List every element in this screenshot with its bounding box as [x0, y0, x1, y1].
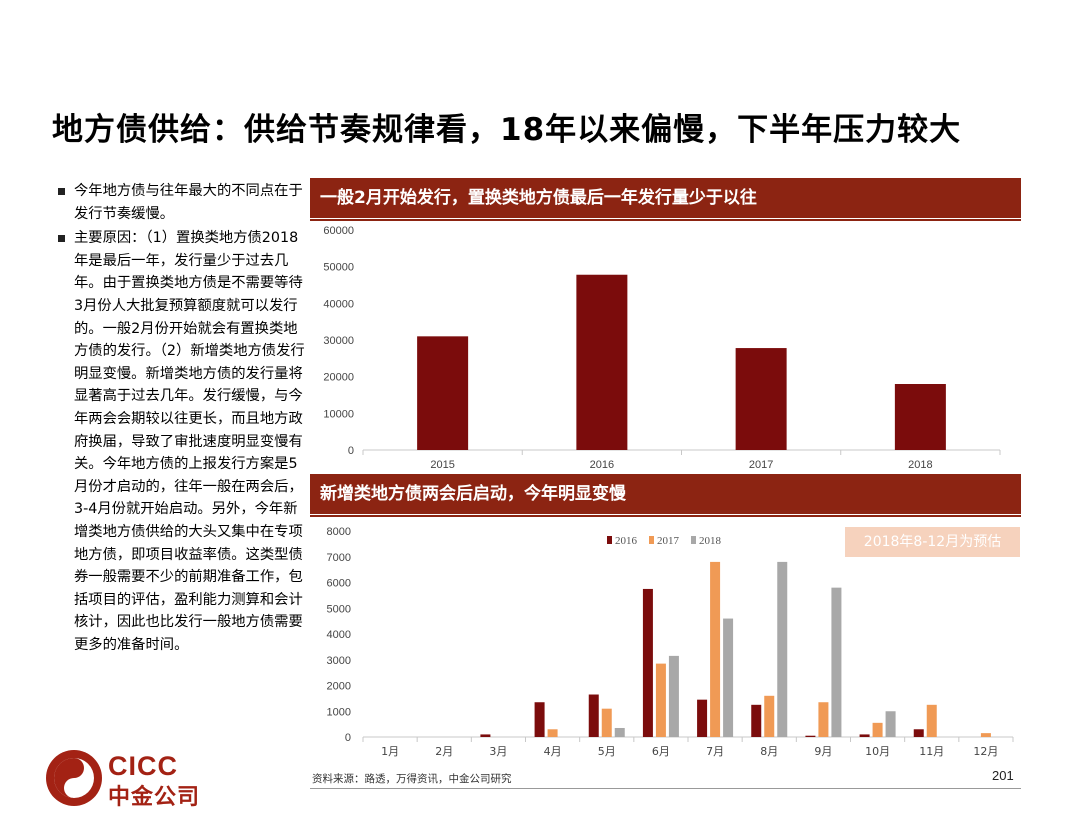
x-tick-label: 2016: [590, 459, 614, 471]
bar-2017: [735, 348, 787, 450]
bar-2016-4: [534, 702, 545, 737]
bar-2016-6: [642, 588, 653, 737]
y-tick-label: 7000: [327, 552, 351, 564]
bar-2016-11: [913, 729, 924, 737]
x-tick-label: 3月: [489, 745, 507, 758]
x-tick-label: 9月: [814, 745, 832, 758]
y-tick-label: 5000: [327, 603, 351, 615]
bar-2018-10: [885, 711, 896, 737]
bar-2017-6: [655, 663, 666, 737]
bar-2016-3: [480, 734, 491, 737]
x-tick-label: 5月: [598, 745, 616, 758]
y-tick-label: 3000: [327, 655, 351, 667]
bar-2017-10: [872, 722, 883, 737]
bar-2016-5: [588, 694, 599, 737]
footer-divider: [310, 788, 1021, 789]
bullet-list: 今年地方债与往年最大的不同点在于发行节奏缓慢。 主要原因：（1）置换类地方债20…: [56, 180, 306, 658]
y-tick-label: 6000: [327, 578, 351, 590]
x-tick-label: 2月: [435, 745, 453, 758]
x-tick-label: 2018: [908, 459, 932, 471]
x-tick-label: 4月: [544, 745, 562, 758]
y-tick-label: 30000: [323, 335, 354, 347]
bar-2017-7: [710, 561, 721, 737]
bullet-item-1: 今年地方债与往年最大的不同点在于发行节奏缓慢。: [56, 180, 306, 225]
bar-2017-4: [547, 729, 558, 737]
bar-2016-10: [859, 734, 870, 737]
x-tick-label: 2017: [749, 459, 773, 471]
cicc-logo-icon: [46, 750, 102, 806]
y-tick-label: 8000: [327, 526, 351, 538]
logo-text-cn: 中金公司: [108, 785, 201, 810]
bar-2016-7: [697, 699, 708, 737]
bar-2017-5: [601, 708, 612, 737]
bar-2017-12: [980, 733, 991, 737]
y-tick-label: 0: [348, 445, 354, 457]
x-tick-label: 11月: [919, 745, 944, 758]
bar-2018-9: [831, 587, 842, 737]
y-tick-label: 0: [345, 732, 351, 744]
logo-text-en: CICC: [108, 751, 178, 781]
legend-label-2018: 2018: [699, 535, 722, 547]
x-tick-label: 12月: [973, 745, 998, 758]
bar-2015: [417, 336, 469, 450]
x-tick-label: 8月: [760, 745, 778, 758]
bar-2018-8: [777, 561, 788, 737]
bar-2017-11: [926, 704, 937, 737]
x-tick-label: 1月: [381, 745, 399, 758]
x-tick-label: 7月: [706, 745, 724, 758]
page-title: 地方债供给：供给节奏规律看，18年以来偏慢，下半年压力较大: [52, 112, 962, 148]
legend-label-2016: 2016: [615, 535, 638, 547]
legend-swatch-2018: [691, 536, 696, 544]
y-tick-label: 10000: [323, 408, 354, 420]
bar-2016-8: [751, 704, 762, 737]
y-tick-label: 40000: [323, 298, 354, 310]
bullet-item-2: 主要原因：（1）置换类地方债2018年是最后一年，发行量少于过去几年。由于置换类…: [56, 227, 306, 656]
chart1-title: 一般2月开始发行，置换类地方债最后一年发行量少于以往: [310, 178, 1021, 221]
replacement-bond-chart: 0 10000 20000 30000 40000 50000 60000 2015 2016 2…: [323, 225, 1001, 471]
y-tick-label: 60000: [323, 225, 354, 237]
chart2-title: 新增类地方债两会后启动，今年明显变慢: [310, 474, 1021, 517]
bar-2018: [894, 384, 946, 450]
page-number: 201: [992, 768, 1014, 783]
bar-2018-6: [668, 655, 679, 737]
x-tick-label: 10月: [865, 745, 890, 758]
source-note: 资料来源：路透，万得资讯，中金公司研究: [312, 773, 512, 785]
bar-2017-8: [764, 695, 775, 737]
bar-2016: [576, 274, 628, 450]
new-bond-monthly-chart: 0 1000 2000 3000 4000 5000 6000 7000 8000 1月 2月 3月 4…: [327, 526, 1014, 758]
forecast-note: 2018年8-12月为预估: [845, 527, 1020, 557]
legend-swatch-2017: [649, 536, 654, 544]
x-tick-label: 6月: [652, 745, 670, 758]
y-tick-label: 2000: [327, 681, 351, 693]
bar-2017-9: [818, 702, 829, 737]
legend-swatch-2016: [607, 536, 612, 544]
y-tick-label: 50000: [323, 262, 354, 274]
y-tick-label: 4000: [327, 629, 351, 641]
legend-label-2017: 2017: [657, 535, 680, 547]
bar-2018-7: [723, 618, 734, 737]
x-tick-label: 2015: [430, 459, 454, 471]
bar-2016-9: [805, 735, 816, 737]
bar-2018-5: [614, 727, 625, 737]
y-tick-label: 20000: [323, 372, 354, 384]
y-tick-label: 1000: [327, 706, 351, 718]
